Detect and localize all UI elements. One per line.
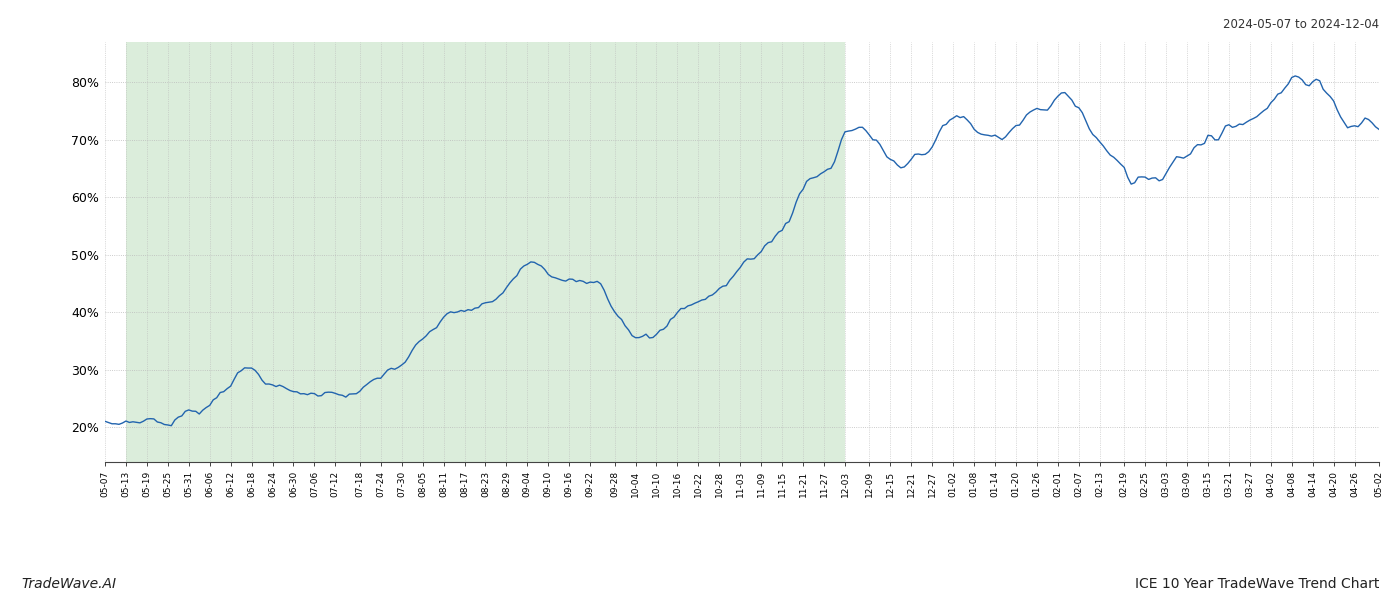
Bar	[126, 42, 846, 462]
Text: ICE 10 Year TradeWave Trend Chart: ICE 10 Year TradeWave Trend Chart	[1134, 577, 1379, 591]
Text: TradeWave.AI: TradeWave.AI	[21, 577, 116, 591]
Text: 2024-05-07 to 2024-12-04: 2024-05-07 to 2024-12-04	[1222, 18, 1379, 31]
